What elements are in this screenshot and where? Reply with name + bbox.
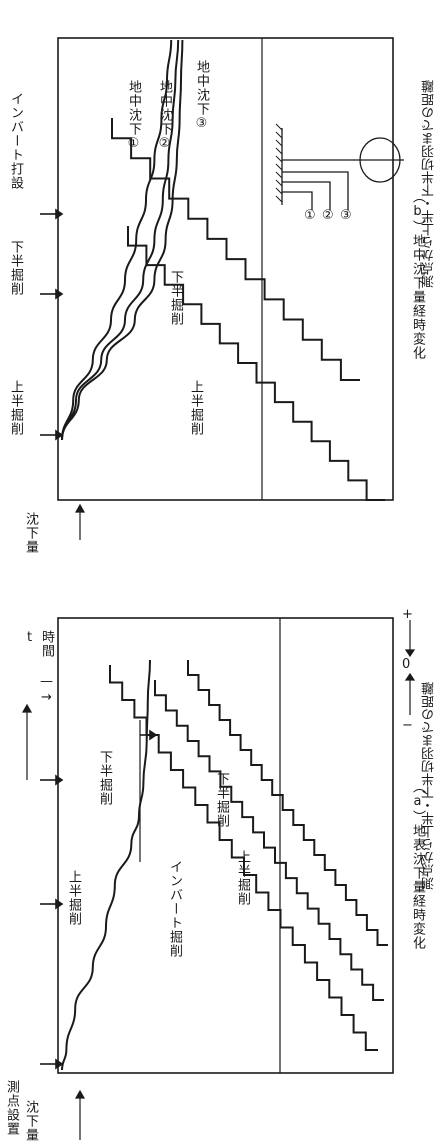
- panel-b: [40, 37, 404, 540]
- panel-b-curve-2: [61, 39, 180, 441]
- panel-a-settle-arrow: [74, 1089, 86, 1140]
- panel-b-settle-arrow: [74, 503, 86, 540]
- panel-b-curve-3: [61, 39, 184, 441]
- panel-a-lower-face-steps: [154, 680, 384, 1001]
- panel-b-curve-1: [61, 39, 173, 441]
- panel-a-distance-arrows: [404, 620, 416, 715]
- panel-a-invert-face-steps: [187, 660, 388, 946]
- panel-b-upper-face-steps: [127, 226, 385, 501]
- panel-a: [21, 617, 416, 1140]
- panel-a-settlement-curve: [61, 659, 151, 1071]
- panel-a-frame: [57, 617, 394, 1074]
- panel-b-event-arrows: [40, 208, 64, 441]
- panel-b-frame: [57, 37, 394, 501]
- panel-a-upper-face-steps: [109, 665, 378, 1051]
- panel-a-event-arrows: [40, 720, 158, 1070]
- panel-a-time-arrow: [21, 703, 33, 780]
- panel-b-lower-face-steps: [111, 118, 360, 381]
- ground-sensor-sketch: [275, 123, 404, 210]
